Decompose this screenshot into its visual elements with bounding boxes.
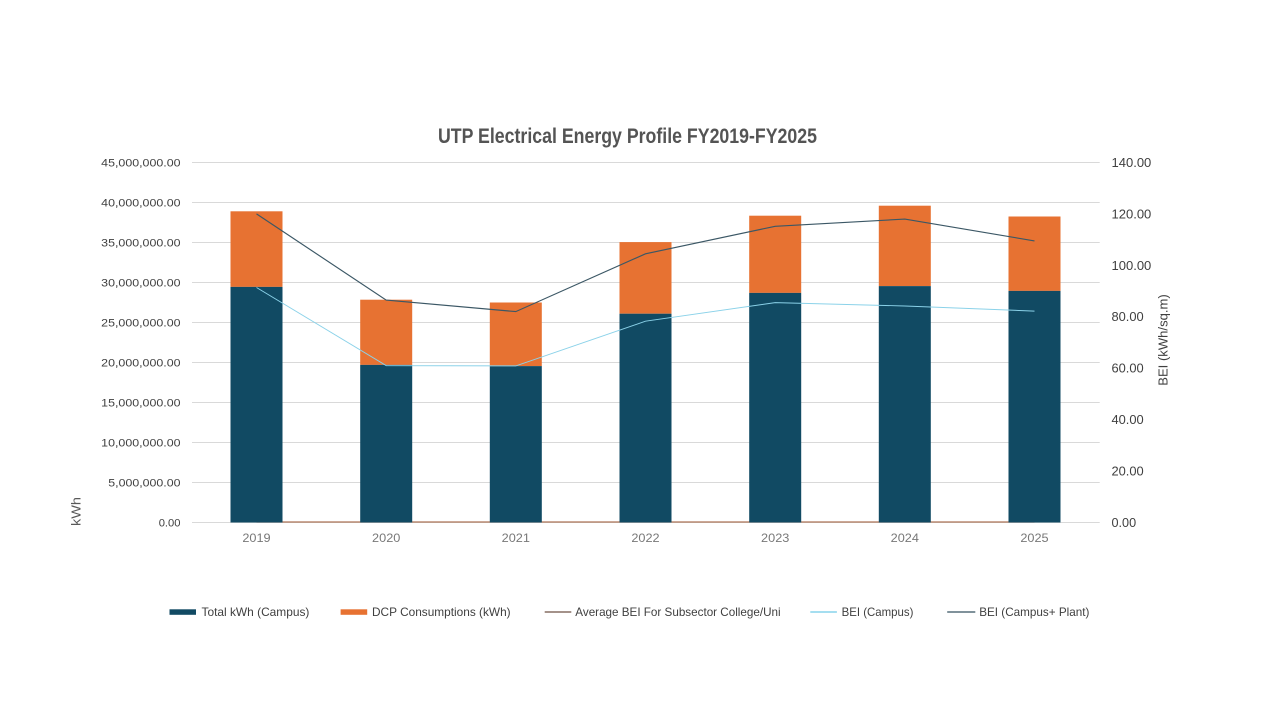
svg-text:100.00: 100.00 <box>1112 259 1152 273</box>
svg-text:80.00: 80.00 <box>1112 310 1144 324</box>
svg-text:5,000,000.00: 5,000,000.00 <box>108 478 180 490</box>
svg-text:25,000,000.00: 25,000,000.00 <box>101 318 180 330</box>
svg-text:BEI (Campus): BEI (Campus) <box>842 605 914 619</box>
svg-text:BEI (kWh/sq.m): BEI (kWh/sq.m) <box>1157 294 1171 386</box>
svg-text:35,000,000.00: 35,000,000.00 <box>101 238 180 250</box>
svg-text:20,000,000.00: 20,000,000.00 <box>101 358 180 370</box>
svg-text:Average BEI For Subsector Coll: Average BEI For Subsector College/Uni <box>575 605 780 619</box>
svg-text:120.00: 120.00 <box>1112 207 1152 221</box>
svg-text:Total kWh (Campus): Total kWh (Campus) <box>202 605 310 619</box>
svg-text:30,000,000.00: 30,000,000.00 <box>101 278 180 290</box>
svg-text:kWh: kWh <box>70 497 84 526</box>
svg-text:15,000,000.00: 15,000,000.00 <box>101 398 180 410</box>
svg-text:60.00: 60.00 <box>1112 362 1144 376</box>
svg-text:UTP Electrical Energy Profile: UTP Electrical Energy Profile FY2019-FY2… <box>438 125 817 148</box>
svg-text:2020: 2020 <box>372 531 401 545</box>
svg-text:2024: 2024 <box>891 531 920 545</box>
svg-text:10,000,000.00: 10,000,000.00 <box>101 438 180 450</box>
svg-text:45,000,000.00: 45,000,000.00 <box>101 158 180 170</box>
svg-text:40,000,000.00: 40,000,000.00 <box>101 198 180 210</box>
svg-text:0.00: 0.00 <box>159 518 181 530</box>
svg-text:140.00: 140.00 <box>1112 156 1152 170</box>
svg-text:2019: 2019 <box>242 531 271 545</box>
svg-text:2023: 2023 <box>761 531 790 545</box>
svg-text:2021: 2021 <box>502 531 531 545</box>
svg-text:2025: 2025 <box>1020 531 1049 545</box>
svg-text:BEI (Campus+ Plant): BEI (Campus+ Plant) <box>979 605 1089 619</box>
svg-text:DCP Consumptions (kWh): DCP Consumptions (kWh) <box>372 605 511 619</box>
svg-text:2022: 2022 <box>631 531 660 545</box>
svg-text:0.00: 0.00 <box>1112 516 1137 530</box>
svg-text:20.00: 20.00 <box>1112 465 1144 479</box>
svg-text:40.00: 40.00 <box>1112 413 1144 427</box>
